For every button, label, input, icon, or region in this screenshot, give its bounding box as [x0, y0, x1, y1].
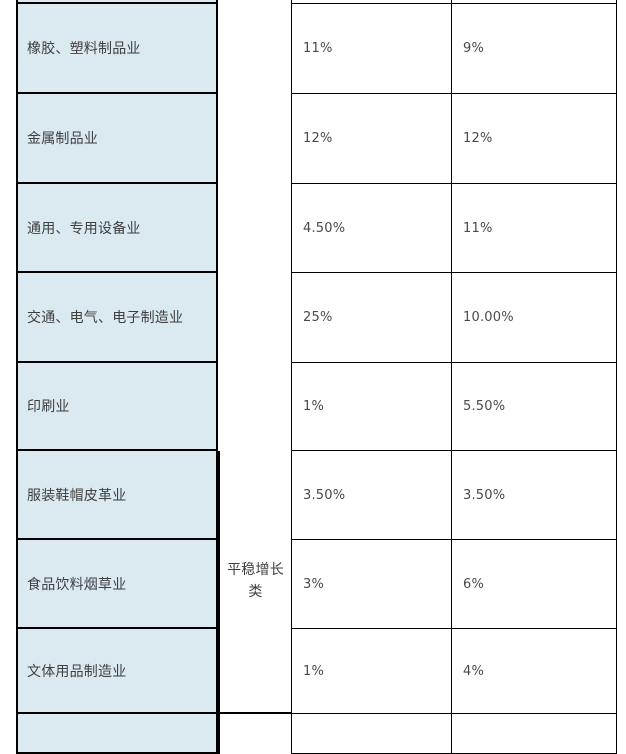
value2-text: 11%	[463, 220, 493, 236]
industry-label: 印刷业	[27, 399, 70, 415]
table-row-partial-bottom-value2-cell	[451, 714, 617, 754]
value1-cell: 3%	[291, 540, 451, 629]
value2-text: 12%	[463, 131, 493, 146]
category-label: 平稳增长类	[227, 561, 284, 600]
industry-label: 交通、电气、电子制造业	[27, 310, 184, 326]
table-row-partial-bottom-category-cell	[218, 714, 291, 754]
table-row: 文体用品制造业	[16, 629, 218, 714]
table-row-partial-top-industry-cell	[16, 0, 218, 4]
value2-cell: 12%	[451, 94, 617, 184]
value1-text: 11%	[303, 41, 333, 56]
value2-text: 6%	[463, 576, 485, 592]
value2-cell: 11%	[451, 184, 617, 273]
value1-cell: 1%	[291, 629, 451, 714]
industry-label: 食品饮料烟草业	[27, 576, 127, 593]
value1-text: 25%	[303, 310, 333, 325]
value1-cell: 1%	[291, 363, 451, 451]
value1-text: 4.50%	[303, 220, 346, 236]
table-row: 印刷业	[16, 363, 218, 451]
value1-text: 1%	[303, 399, 325, 414]
table-row: 金属制品业	[16, 94, 218, 184]
value2-cell: 5.50%	[451, 363, 617, 451]
value2-text: 4%	[463, 663, 485, 679]
industry-label: 金属制品业	[27, 131, 98, 147]
value2-text: 3.50%	[463, 487, 506, 503]
value1-text: 3%	[303, 576, 325, 592]
table-row: 食品饮料烟草业	[16, 540, 218, 629]
value1-text: 12%	[303, 131, 333, 146]
table-row: 通用、专用设备业	[16, 184, 218, 273]
table-row-partial-top-value1-cell	[291, 0, 451, 4]
industry-label: 橡胶、塑料制品业	[27, 41, 141, 57]
industry-growth-table: 橡胶、塑料制品业 11% 9% 金属制品业 12% 12% 通用、专用设备业 4…	[16, 0, 617, 754]
value1-cell: 4.50%	[291, 184, 451, 273]
value1-text: 1%	[303, 663, 325, 679]
category-merged-cell: 平稳增长类	[218, 451, 291, 714]
table-row-partial-bottom-value1-cell	[291, 714, 451, 754]
table-row: 交通、电气、电子制造业	[16, 273, 218, 363]
value2-text: 5.50%	[463, 399, 506, 414]
value2-cell: 6%	[451, 540, 617, 629]
value1-text: 3.50%	[303, 487, 346, 503]
value1-cell: 3.50%	[291, 451, 451, 540]
value2-cell: 3.50%	[451, 451, 617, 540]
industry-label: 通用、专用设备业	[27, 220, 141, 237]
table-row: 橡胶、塑料制品业	[16, 4, 218, 94]
value2-text: 9%	[463, 41, 485, 56]
value1-cell: 25%	[291, 273, 451, 363]
value2-cell: 4%	[451, 629, 617, 714]
value2-cell: 9%	[451, 4, 617, 94]
table-row-partial-bottom-industry-cell	[16, 714, 218, 754]
table-row-partial-top-value2-cell	[451, 0, 617, 4]
value1-cell: 11%	[291, 4, 451, 94]
industry-label: 服装鞋帽皮革业	[27, 487, 127, 504]
value1-cell: 12%	[291, 94, 451, 184]
industry-label: 文体用品制造业	[27, 663, 127, 680]
value2-cell: 10.00%	[451, 273, 617, 363]
table-row: 服装鞋帽皮革业	[16, 451, 218, 540]
value2-text: 10.00%	[463, 310, 514, 325]
